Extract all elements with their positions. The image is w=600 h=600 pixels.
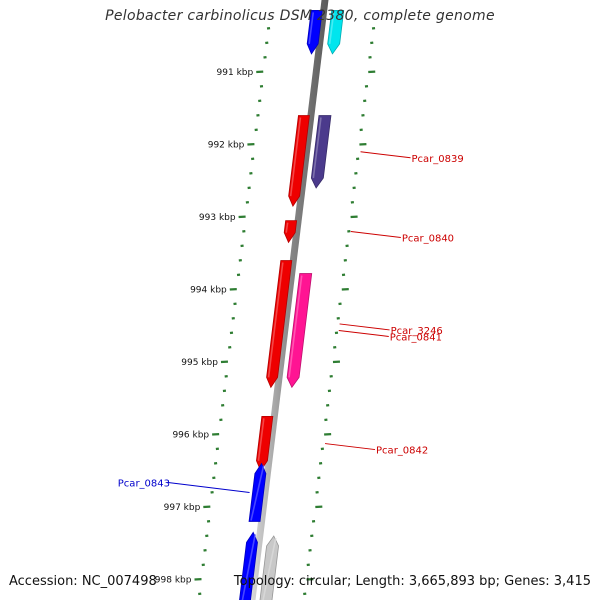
scale-label: 997 kbp [164,503,201,513]
gene-highlight [289,117,302,197]
gene-highlight [250,465,265,521]
gene-highlight [241,534,257,600]
gene-arrow[interactable] [288,115,310,207]
gene-pcar_0839[interactable] [310,115,332,189]
gene-label[interactable]: Pcar_3246 [391,326,443,337]
gene-feature[interactable] [288,115,310,207]
gene-highlight [257,418,265,461]
gene-highlight [288,275,303,378]
label-leader-line [324,443,376,451]
gene-pcar_0843[interactable] [248,462,267,522]
gene-feature[interactable] [306,9,323,55]
gene-pcar_0841[interactable] [286,273,313,389]
label-leader-line [360,151,411,159]
scale-label: 996 kbp [172,431,209,441]
gene-label[interactable]: Pcar_0842 [376,446,428,457]
gene-feature-group [238,9,345,600]
gene-feature[interactable] [238,531,258,600]
gene-highlight [308,12,315,44]
gene-pcar_0840[interactable] [283,220,298,244]
scale-label: 992 kbp [208,141,245,151]
gene-highlight [262,537,277,600]
label-leader-line [350,231,401,238]
gene-arrow[interactable] [310,115,332,189]
gene-highlight [285,222,289,233]
genome-title: Pelobacter carbinolicus DSM 2380, comple… [105,8,495,24]
label-leader-line [167,482,250,493]
gene-feature[interactable] [258,535,279,600]
gene-label[interactable]: Pcar_0843 [118,479,170,490]
gene-arrow[interactable] [306,9,323,55]
gene-label[interactable]: Pcar_0840 [402,234,454,245]
scale-label: 993 kbp [199,213,236,223]
gene-feature[interactable] [327,9,345,55]
topology-text: Topology: circular; Length: 3,665,893 bp… [233,574,591,589]
label-leader-line [338,329,389,337]
label-leader-line [339,323,390,331]
scale-tick-group: 991 kbp 992 kbp 993 kbp 994 kbp 995 kbp 996 k… [155,27,376,596]
gene-label[interactable]: Pcar_0839 [412,154,464,165]
gene-arrow[interactable] [286,273,313,389]
gene-highlight [312,117,322,179]
scale-label: 998 kbp [155,576,192,586]
accession-text: Accession: NC_007498 [9,574,157,589]
scale-label: 991 kbp [217,68,254,78]
gene-arrow[interactable] [327,9,345,55]
gene-label[interactable]: Pcar_0841 [390,332,442,343]
gene-pcar_3246[interactable] [266,260,293,389]
scale-label: 994 kbp [190,286,227,296]
scale-label: 995 kbp [181,358,218,368]
gene-highlight [328,12,335,44]
gene-highlight [267,262,284,378]
gene-pcar_0842[interactable] [256,415,274,472]
gene-arrow[interactable] [266,260,293,389]
